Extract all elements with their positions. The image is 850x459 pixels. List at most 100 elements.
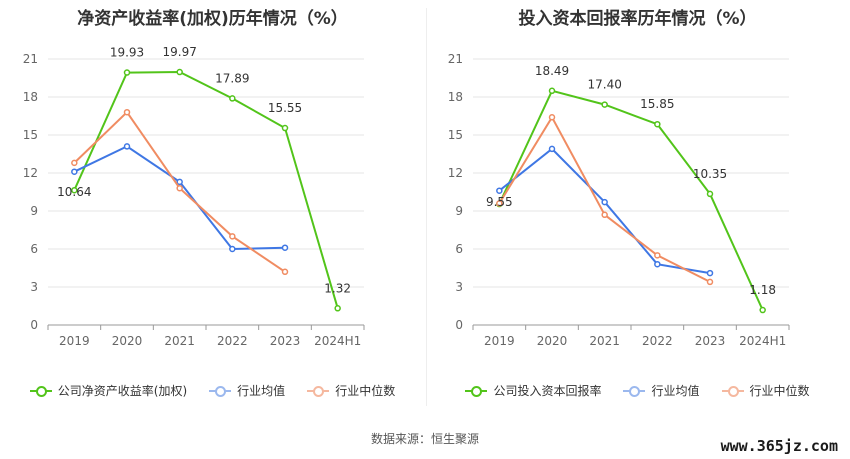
data-point <box>176 178 183 186</box>
y-tick-label: 0 <box>455 318 463 332</box>
data-point <box>496 187 503 194</box>
legend-label: 行业均值 <box>237 384 286 398</box>
data-point <box>71 168 78 175</box>
x-tick-label: 2020 <box>112 334 143 348</box>
data-point <box>229 245 236 253</box>
legend-item-company[interactable]: 公司净资产收益率(加权) <box>29 382 188 399</box>
data-label: 1.32 <box>324 281 351 295</box>
data-point <box>654 252 661 259</box>
data-label: 10.64 <box>57 185 91 199</box>
y-tick-label: 3 <box>30 280 38 294</box>
data-source-note: 数据来源：恒生聚源 <box>370 432 479 446</box>
x-tick-label: 2021 <box>164 334 195 348</box>
y-tick-label: 0 <box>30 318 38 332</box>
roe-chart-panel: 净资产收益率(加权)历年情况（%） 0 3 6 9 12 15 18 21 2019 2020 20… <box>0 0 425 420</box>
legend-item-industry-median[interactable]: 行业中位数 <box>307 382 395 399</box>
chart-title: 投入资本回报率历年情况（%） <box>518 9 757 29</box>
y-tick-label: 6 <box>30 242 38 256</box>
data-point <box>548 114 556 121</box>
legend-label: 公司投入资本回报率 <box>493 384 602 398</box>
data-point <box>281 268 289 276</box>
data-point <box>334 305 341 312</box>
roic-chart-svg: 0 3 6 9 12 15 18 21 2019 2020 2021 2022 2023 2024H1 9.… <box>448 52 790 348</box>
legend-line-marker-icon <box>721 385 744 397</box>
y-tick-label: 9 <box>455 204 463 218</box>
legend-line-marker-icon <box>209 385 232 397</box>
y-tick-label: 21 <box>448 52 463 66</box>
data-point <box>123 108 131 116</box>
y-tick-label: 15 <box>448 128 463 142</box>
data-point <box>496 200 503 207</box>
data-point <box>759 306 766 314</box>
series-line <box>73 70 339 309</box>
chart-legend: 公司投入资本回报率 行业均值 行业中位数 <box>425 382 850 399</box>
y-tick-label: 9 <box>30 204 38 218</box>
legend-line-marker-icon <box>307 385 330 397</box>
legend-line-marker-icon <box>465 385 488 397</box>
y-tick-label: 3 <box>455 280 463 294</box>
data-point <box>229 95 236 102</box>
x-tick-label: 2024H1 <box>739 334 786 348</box>
data-point <box>123 143 131 150</box>
data-point <box>123 69 131 76</box>
data-point <box>601 211 608 219</box>
data-label: 9.55 <box>486 195 513 209</box>
data-point <box>548 145 556 153</box>
data-point <box>706 278 714 286</box>
roe-chart-svg: 0 3 6 9 12 15 18 21 2019 2020 2021 2022 2023 2024H1 10… <box>23 45 365 348</box>
x-tick-label: 2019 <box>59 334 90 348</box>
series-line <box>73 145 286 251</box>
x-tick-label: 2023 <box>270 334 301 348</box>
data-label: 17.40 <box>587 78 621 92</box>
data-point <box>176 184 183 192</box>
y-tick-label: 21 <box>23 52 38 66</box>
data-point <box>229 233 236 240</box>
x-tick-label: 2019 <box>484 334 515 348</box>
data-label: 19.97 <box>162 45 196 59</box>
x-tick-label: 2022 <box>217 334 248 348</box>
y-tick-label: 12 <box>448 166 463 180</box>
roic-chart-panel: 投入资本回报率历年情况（%） 0 3 6 9 12 15 18 21 2019 2020 2021 2… <box>425 0 850 420</box>
chart-title: 净资产收益率(加权)历年情况（%） <box>77 9 348 29</box>
x-tick-label: 2023 <box>695 334 726 348</box>
data-label: 15.85 <box>640 97 674 111</box>
data-point <box>281 244 289 251</box>
legend-item-industry-mean[interactable]: 行业均值 <box>623 382 700 399</box>
data-label: 18.49 <box>535 64 569 78</box>
legend-item-industry-mean[interactable]: 行业均值 <box>209 382 285 399</box>
data-point <box>548 87 556 95</box>
data-label: 1.18 <box>749 283 776 297</box>
series-line <box>498 89 764 311</box>
legend-label: 行业中位数 <box>749 384 810 398</box>
data-point <box>601 101 608 108</box>
y-tick-label: 18 <box>448 90 463 104</box>
legend-label: 行业均值 <box>651 384 700 398</box>
y-tick-label: 6 <box>455 242 463 256</box>
data-label: 15.55 <box>268 101 302 115</box>
data-label: 10.35 <box>693 167 727 181</box>
x-tick-label: 2022 <box>642 334 673 348</box>
legend-label: 行业中位数 <box>335 384 396 398</box>
data-label: 19.93 <box>110 46 144 60</box>
x-tick-label: 2020 <box>537 334 568 348</box>
legend-line-marker-icon <box>623 385 646 397</box>
legend-item-company[interactable]: 公司投入资本回报率 <box>465 382 601 399</box>
y-tick-label: 12 <box>23 166 38 180</box>
legend-line-marker-icon <box>29 385 52 397</box>
data-point <box>71 186 78 194</box>
y-tick-label: 18 <box>23 90 38 104</box>
data-point <box>706 190 714 198</box>
legend-label: 公司净资产收益率(加权) <box>57 384 188 398</box>
data-point <box>654 260 661 268</box>
panel-divider <box>426 8 427 406</box>
data-point <box>71 159 78 167</box>
data-label: 17.89 <box>215 71 249 85</box>
legend-item-industry-median[interactable]: 行业中位数 <box>721 382 810 399</box>
x-tick-label: 2021 <box>589 334 620 348</box>
data-point <box>601 198 608 206</box>
data-point <box>654 120 661 128</box>
watermark: www.365jz.com <box>720 437 838 455</box>
data-point <box>176 68 183 76</box>
data-point <box>281 124 289 132</box>
y-tick-label: 15 <box>23 128 38 142</box>
